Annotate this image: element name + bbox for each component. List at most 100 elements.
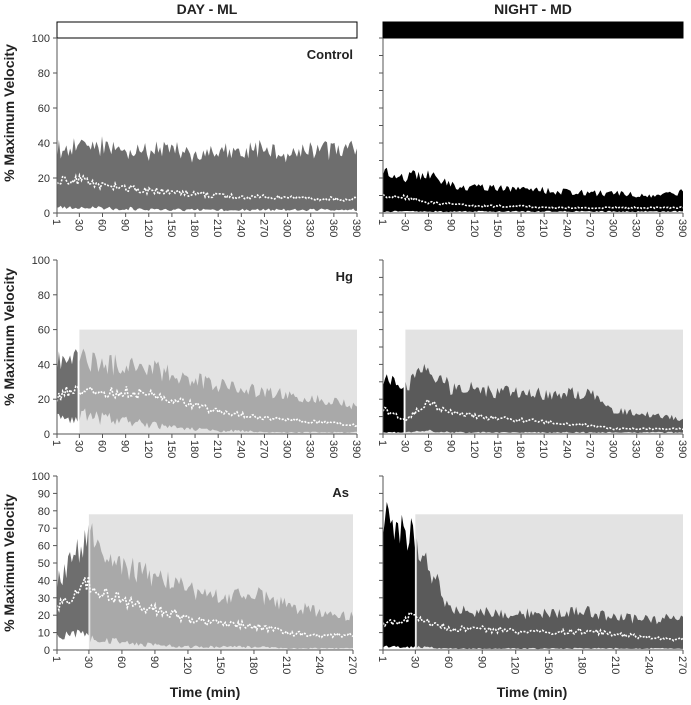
- row-label: Hg: [336, 269, 353, 284]
- x-tick-label: 330: [630, 440, 642, 458]
- x-tick-label: 30: [72, 440, 84, 452]
- x-tick-label: 240: [234, 219, 246, 237]
- x-tick-label: 390: [350, 440, 362, 458]
- y-tick-label: 40: [38, 359, 50, 371]
- row-label: Control: [307, 47, 353, 62]
- range-band: [57, 136, 357, 212]
- chart-night-hg: 1 30 60 90 120 150 180 210 240 270 300 330 360 390: [376, 259, 688, 458]
- range-band-pre: [57, 524, 89, 640]
- x-tick-label: 360: [327, 440, 339, 458]
- x-tick-label: 240: [560, 440, 572, 458]
- y-axis-label-as: % Maximum Velocity: [1, 494, 17, 632]
- x-tick-label: 210: [211, 219, 223, 237]
- x-tick-label: 120: [468, 219, 480, 237]
- x-tick-label: 330: [304, 219, 316, 237]
- chart-night-control: 1 30 60 90 120 150 180 210 240 270 300 330 360 390: [376, 37, 688, 237]
- x-tick-label: 30: [72, 219, 84, 231]
- x-tick-label: 300: [281, 440, 293, 458]
- x-tick-label: 180: [514, 440, 526, 458]
- light-bar-day: [56, 21, 358, 39]
- y-tick-label: 60: [38, 541, 50, 553]
- x-tick-label: 150: [165, 219, 177, 237]
- x-tick-label: 270: [257, 440, 269, 458]
- x-tick-label: 120: [181, 656, 193, 674]
- x-tick-label: 270: [257, 219, 269, 237]
- x-axis-label-day: Time (min): [170, 684, 241, 700]
- y-tick-label: 30: [38, 593, 50, 605]
- x-tick-label: 390: [676, 219, 688, 237]
- x-tick-label: 60: [422, 219, 434, 231]
- x-tick-label: 240: [313, 656, 325, 674]
- y-axis-label-control: % Maximum Velocity: [1, 44, 17, 182]
- x-tick-label: 270: [583, 440, 595, 458]
- x-tick-label: 90: [445, 440, 457, 452]
- y-tick-label: 50: [38, 558, 50, 570]
- median-line: [382, 193, 684, 210]
- header-day: DAY - ML: [177, 1, 238, 17]
- y-tick-label: 80: [38, 506, 50, 518]
- x-tick-label: 270: [583, 219, 595, 237]
- x-axis-label-night: Time (min): [497, 684, 568, 700]
- row-label: As: [332, 485, 349, 500]
- x-tick-label: 180: [247, 656, 259, 674]
- y-tick-label: 90: [38, 488, 50, 500]
- x-tick-label: 60: [442, 656, 454, 668]
- x-tick-label: 120: [509, 656, 521, 674]
- light-bar-night: [382, 21, 684, 39]
- y-tick-label: 40: [38, 575, 50, 587]
- y-tick-label: 20: [38, 173, 50, 185]
- x-tick-label: 240: [234, 440, 246, 458]
- x-tick-label: 270: [676, 656, 688, 674]
- x-tick-label: 60: [96, 219, 108, 231]
- y-tick-label: 0: [44, 208, 50, 220]
- x-tick-label: 360: [327, 219, 339, 237]
- x-tick-label: 180: [514, 219, 526, 237]
- y-tick-label: 60: [38, 103, 50, 115]
- y-tick-label: 100: [32, 255, 50, 267]
- chart-day-as: 0 10 20 30 40 50 60 70 80 90 100 1 30 60 90 120 150 180 21…: [32, 471, 358, 674]
- x-tick-label: 60: [422, 440, 434, 452]
- y-tick-label: 0: [44, 429, 50, 441]
- x-tick-label: 300: [607, 219, 619, 237]
- x-tick-label: 270: [346, 656, 358, 674]
- x-tick-label: 1: [50, 440, 62, 446]
- median-line: [382, 398, 684, 431]
- x-tick-label: 150: [214, 656, 226, 674]
- x-tick-label: 120: [142, 219, 154, 237]
- x-tick-label: 1: [376, 219, 388, 225]
- header-night: NIGHT - MD: [494, 1, 572, 17]
- x-tick-label: 390: [350, 219, 362, 237]
- x-tick-label: 30: [398, 219, 410, 231]
- range-band-pre: [383, 374, 404, 433]
- x-tick-label: 240: [643, 656, 655, 674]
- x-tick-label: 360: [653, 440, 665, 458]
- x-tick-label: 120: [142, 440, 154, 458]
- median-line: [382, 611, 684, 642]
- y-tick-label: 0: [44, 645, 50, 657]
- median-line: [56, 576, 354, 639]
- y-tick-label: 40: [38, 138, 50, 150]
- y-tick-label: 100: [32, 33, 50, 45]
- x-tick-label: 330: [630, 219, 642, 237]
- x-tick-label: 60: [115, 656, 127, 668]
- range-band-post: [79, 348, 357, 434]
- x-tick-label: 330: [304, 440, 316, 458]
- x-tick-label: 30: [408, 656, 420, 668]
- y-tick-label: 80: [38, 290, 50, 302]
- x-tick-label: 150: [542, 656, 554, 674]
- chart-day-hg: 0 20 40 60 80 100 1 30 60 90 120 150 180 210 240 270 300…: [32, 255, 362, 458]
- range-band: [383, 167, 683, 213]
- range-band-post: [90, 523, 354, 649]
- y-tick-label: 80: [38, 68, 50, 80]
- x-tick-label: 180: [188, 219, 200, 237]
- x-tick-label: 30: [398, 440, 410, 452]
- x-tick-label: 180: [576, 656, 588, 674]
- median-line: [56, 385, 358, 428]
- x-tick-label: 210: [211, 440, 223, 458]
- x-tick-label: 300: [281, 219, 293, 237]
- x-tick-label: 120: [468, 440, 480, 458]
- range-band-post: [416, 538, 683, 650]
- x-tick-label: 210: [609, 656, 621, 674]
- x-tick-label: 1: [50, 656, 62, 662]
